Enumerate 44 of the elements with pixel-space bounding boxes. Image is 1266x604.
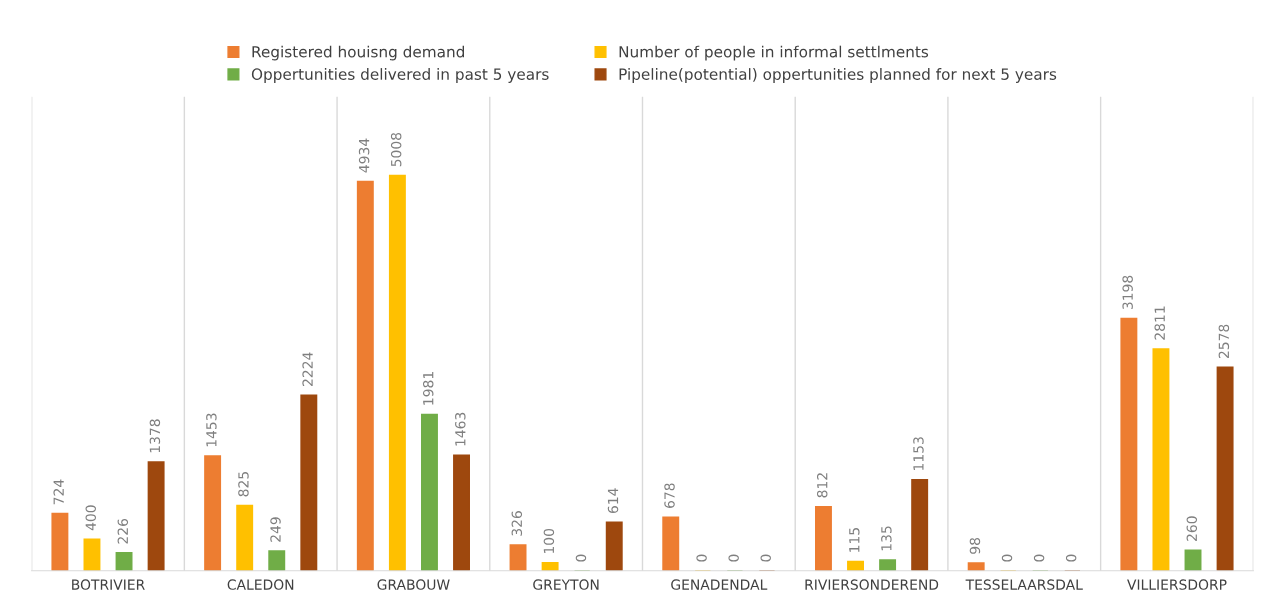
- x-tick-label: GREYTON: [533, 579, 599, 590]
- data-label: 1453: [206, 413, 217, 447]
- data-label: 3198: [1122, 275, 1133, 310]
- x-tick-label: GRABOUW: [377, 579, 450, 590]
- data-label: 812: [816, 473, 828, 498]
- data-label: 400: [85, 505, 96, 531]
- data-label: 260: [1186, 516, 1198, 541]
- data-label: 825: [238, 472, 249, 497]
- data-label: 0: [760, 554, 771, 562]
- data-label: 1463: [455, 412, 466, 446]
- data-label: 1981: [422, 372, 434, 405]
- legend-label: Number of people in informal settlments: [619, 45, 929, 61]
- legend-label: Oppertunities delivered in past 5 years: [251, 68, 549, 83]
- data-label: 614: [607, 488, 619, 514]
- x-tick-label: VILLIERSDORP: [1127, 579, 1227, 590]
- data-label: 724: [53, 479, 64, 505]
- data-label: 5008: [390, 132, 402, 167]
- data-label: 0: [696, 554, 707, 562]
- data-label: 1378: [149, 419, 161, 453]
- data-label: 0: [575, 554, 587, 562]
- data-label: 0: [1065, 554, 1077, 562]
- data-label: 100: [543, 528, 555, 554]
- data-label: 0: [728, 554, 739, 562]
- data-label: 2811: [1154, 306, 1165, 340]
- data-label: 2224: [302, 352, 313, 386]
- data-label: 0: [1001, 554, 1013, 562]
- x-tick-label: CALEDON: [227, 579, 294, 590]
- data-label: 135: [881, 526, 892, 551]
- x-tick-label: RIVIERSONDEREND: [805, 579, 939, 590]
- x-tick-label: TESSELAARSDAL: [965, 579, 1083, 590]
- data-label: 115: [849, 528, 860, 552]
- data-label: 0: [1033, 554, 1045, 562]
- x-tick-label: GENADENDAL: [671, 579, 768, 590]
- data-label: 326: [511, 511, 523, 536]
- data-label: 4934: [358, 138, 370, 173]
- legend-label: Registered houisng demand: [252, 45, 464, 61]
- legend-label: Pipeline(potential) oppertunities planned for next 5 years: [619, 68, 1057, 83]
- x-tick-label: BOTRIVIER: [72, 579, 145, 590]
- data-label: 226: [117, 518, 129, 544]
- data-label: 678: [664, 483, 675, 508]
- data-label: 249: [270, 517, 281, 542]
- data-label: 1153: [913, 437, 924, 470]
- data-label: 98: [969, 537, 981, 554]
- data-label: 2578: [1218, 324, 1230, 359]
